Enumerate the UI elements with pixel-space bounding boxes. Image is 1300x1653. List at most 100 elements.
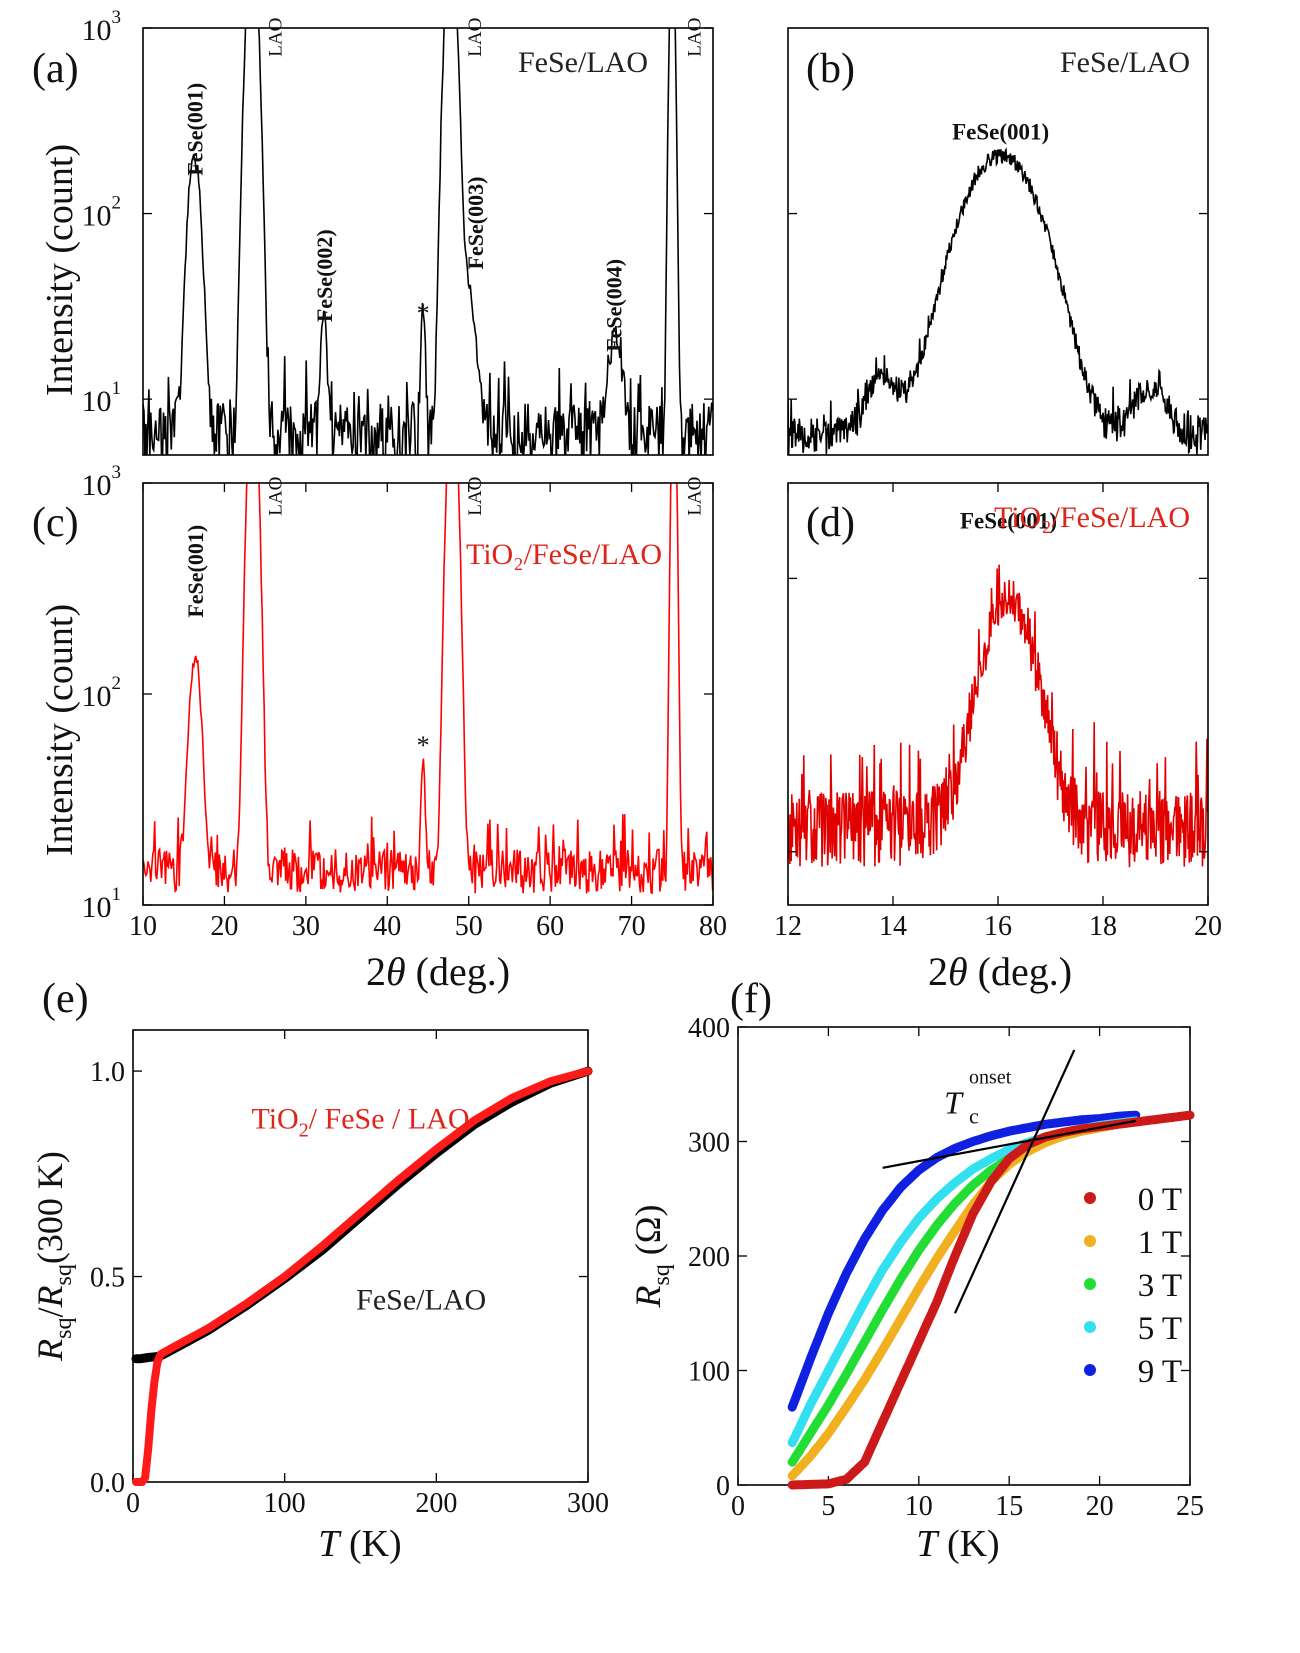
panel-label: (a) <box>32 46 79 92</box>
legend-marker <box>1084 1235 1096 1247</box>
peak-label: LAO <box>465 18 486 57</box>
x-tick-label: 0 <box>731 1491 745 1522</box>
y-label-r: R <box>30 1285 70 1308</box>
panel-title: FeSe/LAO <box>518 46 648 79</box>
x-tick-label: 200 <box>415 1488 457 1519</box>
y-tick-label: 101 <box>82 884 122 924</box>
y-tick-label: 103 <box>82 462 122 502</box>
x-tick-label: 16 <box>984 911 1012 942</box>
xrd-trace <box>143 483 713 895</box>
x-tick-label: 15 <box>995 1491 1023 1522</box>
y-tick-label: 102 <box>82 673 122 713</box>
x-tick-label: 100 <box>264 1488 306 1519</box>
fit-line <box>953 1049 1076 1314</box>
peak-label: FeSe(001) <box>960 508 1057 533</box>
x-tick-label: 0 <box>126 1488 140 1519</box>
x-tick-label: 20 <box>1194 911 1222 942</box>
data-point <box>1186 1111 1194 1120</box>
y-tick-label: 1.0 <box>90 1057 125 1088</box>
peak-label: FeSe(001) <box>182 83 207 176</box>
legend-label: 1 T <box>1138 1225 1182 1261</box>
peak-label: FeSe(003) <box>463 177 488 270</box>
y-tick-label: 0.5 <box>90 1263 125 1294</box>
xrd-trace <box>788 564 1208 868</box>
x-label-unit: (K) <box>339 1523 401 1565</box>
series-line <box>787 1110 1141 1412</box>
x-tick-label: 18 <box>1089 911 1117 942</box>
legend-label: 0 T <box>1138 1182 1182 1218</box>
y-tick-exponent: 1 <box>112 884 122 905</box>
x-tick-label: 5 <box>821 1491 835 1522</box>
x-label-unit: (deg.) <box>406 949 510 994</box>
y-label-sub: sq <box>649 1264 675 1285</box>
legend-marker <box>1084 1278 1096 1290</box>
x-axis-label: T (K) <box>916 1523 999 1565</box>
panel-title: TiO₂/FeSe/LAO <box>466 538 662 571</box>
x-label-var: T <box>318 1523 342 1565</box>
y-label-slash: / <box>30 1307 70 1317</box>
x-axis-label: 2θ (deg.) <box>928 949 1072 994</box>
tc-annotation-sup: onset <box>969 1067 1012 1089</box>
legend-marker <box>1084 1364 1096 1376</box>
x-tick-label: 10 <box>129 911 157 942</box>
y-label-sub: sq <box>51 1264 77 1285</box>
legend-label: 3 T <box>1138 1268 1182 1304</box>
x-label-theta: θ <box>386 949 406 994</box>
tc-annotation: T <box>944 1085 964 1121</box>
series-annotation: TiO2/ FeSe / LAO <box>251 1103 469 1142</box>
y-tick-label: 0.0 <box>90 1468 125 1499</box>
y-tick-label: 101 <box>82 378 122 418</box>
panel-label: (b) <box>806 46 855 92</box>
peak-label: * <box>417 731 430 760</box>
x-label-theta: θ <box>948 949 968 994</box>
panel-d-xrd-zoom-tio2-fese-lao: 12 14 16 18 20 FeSe(001)TiO₂/FeSe/LAO (d) 2θ (d… <box>774 482 1222 994</box>
x-tick-label: 60 <box>536 911 564 942</box>
panel-label: (f) <box>730 976 772 1022</box>
x-label-unit: (deg.) <box>968 949 1072 994</box>
data-point <box>1149 1115 1158 1124</box>
legend-marker <box>1084 1321 1096 1333</box>
legend-label: 5 T <box>1138 1311 1182 1347</box>
panel-title: TiO₂/FeSe/LAO <box>994 501 1190 534</box>
y-tick-label: 200 <box>688 1242 730 1273</box>
y-tick-label: 0 <box>716 1471 730 1502</box>
x-label-unit: (K) <box>937 1523 999 1565</box>
fit-line <box>882 1119 1136 1169</box>
x-axis-label: T (K) <box>318 1523 401 1565</box>
y-tick-exponent: 3 <box>112 462 122 483</box>
peak-label: FeSe(001) <box>952 120 1049 145</box>
legend-marker <box>1084 1192 1096 1204</box>
data-point <box>1167 1113 1176 1122</box>
peak-label: FeSe(002) <box>312 229 337 322</box>
xrd-trace <box>788 147 1208 455</box>
y-tick-label: 300 <box>688 1128 730 1159</box>
tc-annotation-sub: c <box>969 1104 979 1129</box>
x-tick-label: 25 <box>1176 1491 1204 1522</box>
panel-c-xrd-tio2-fese-lao: 101 102 103 10 20 30 40 50 60 70 80 FeSe(001) LAO * LA… <box>32 462 727 994</box>
plot-frame <box>787 482 1209 906</box>
annotation-sub: 2 <box>299 1120 309 1142</box>
y-label-unit: (Ω) <box>628 1204 668 1264</box>
peak-label: FeSe(001) <box>183 525 208 618</box>
x-tick-label: 70 <box>618 911 646 942</box>
y-label-r: R <box>628 1286 668 1309</box>
xrd-trace <box>143 28 713 455</box>
y-tick-exponent: 2 <box>112 193 122 214</box>
x-tick-label: 300 <box>567 1488 609 1519</box>
series-annotation: FeSe/LAO <box>356 1283 486 1316</box>
x-tick-label: 80 <box>699 911 727 942</box>
peak-label: LAO <box>465 477 486 516</box>
peak-label: LAO <box>685 18 706 57</box>
peak-label: LAO <box>265 477 286 516</box>
plot-frame <box>142 27 714 456</box>
data-point <box>1131 1118 1140 1127</box>
panel-title: FeSe/LAO <box>1060 46 1190 79</box>
y-tick-label: 100 <box>688 1357 730 1388</box>
x-tick-label: 30 <box>292 911 320 942</box>
panel-b-xrd-zoom-fese-lao: FeSe(001) FeSe/LAO (b) <box>787 27 1209 456</box>
y-label-sub: sq <box>51 1318 77 1339</box>
x-label-part: 2 <box>366 949 386 994</box>
series-line <box>132 1067 592 1486</box>
legend-label: 9 T <box>1138 1354 1182 1390</box>
